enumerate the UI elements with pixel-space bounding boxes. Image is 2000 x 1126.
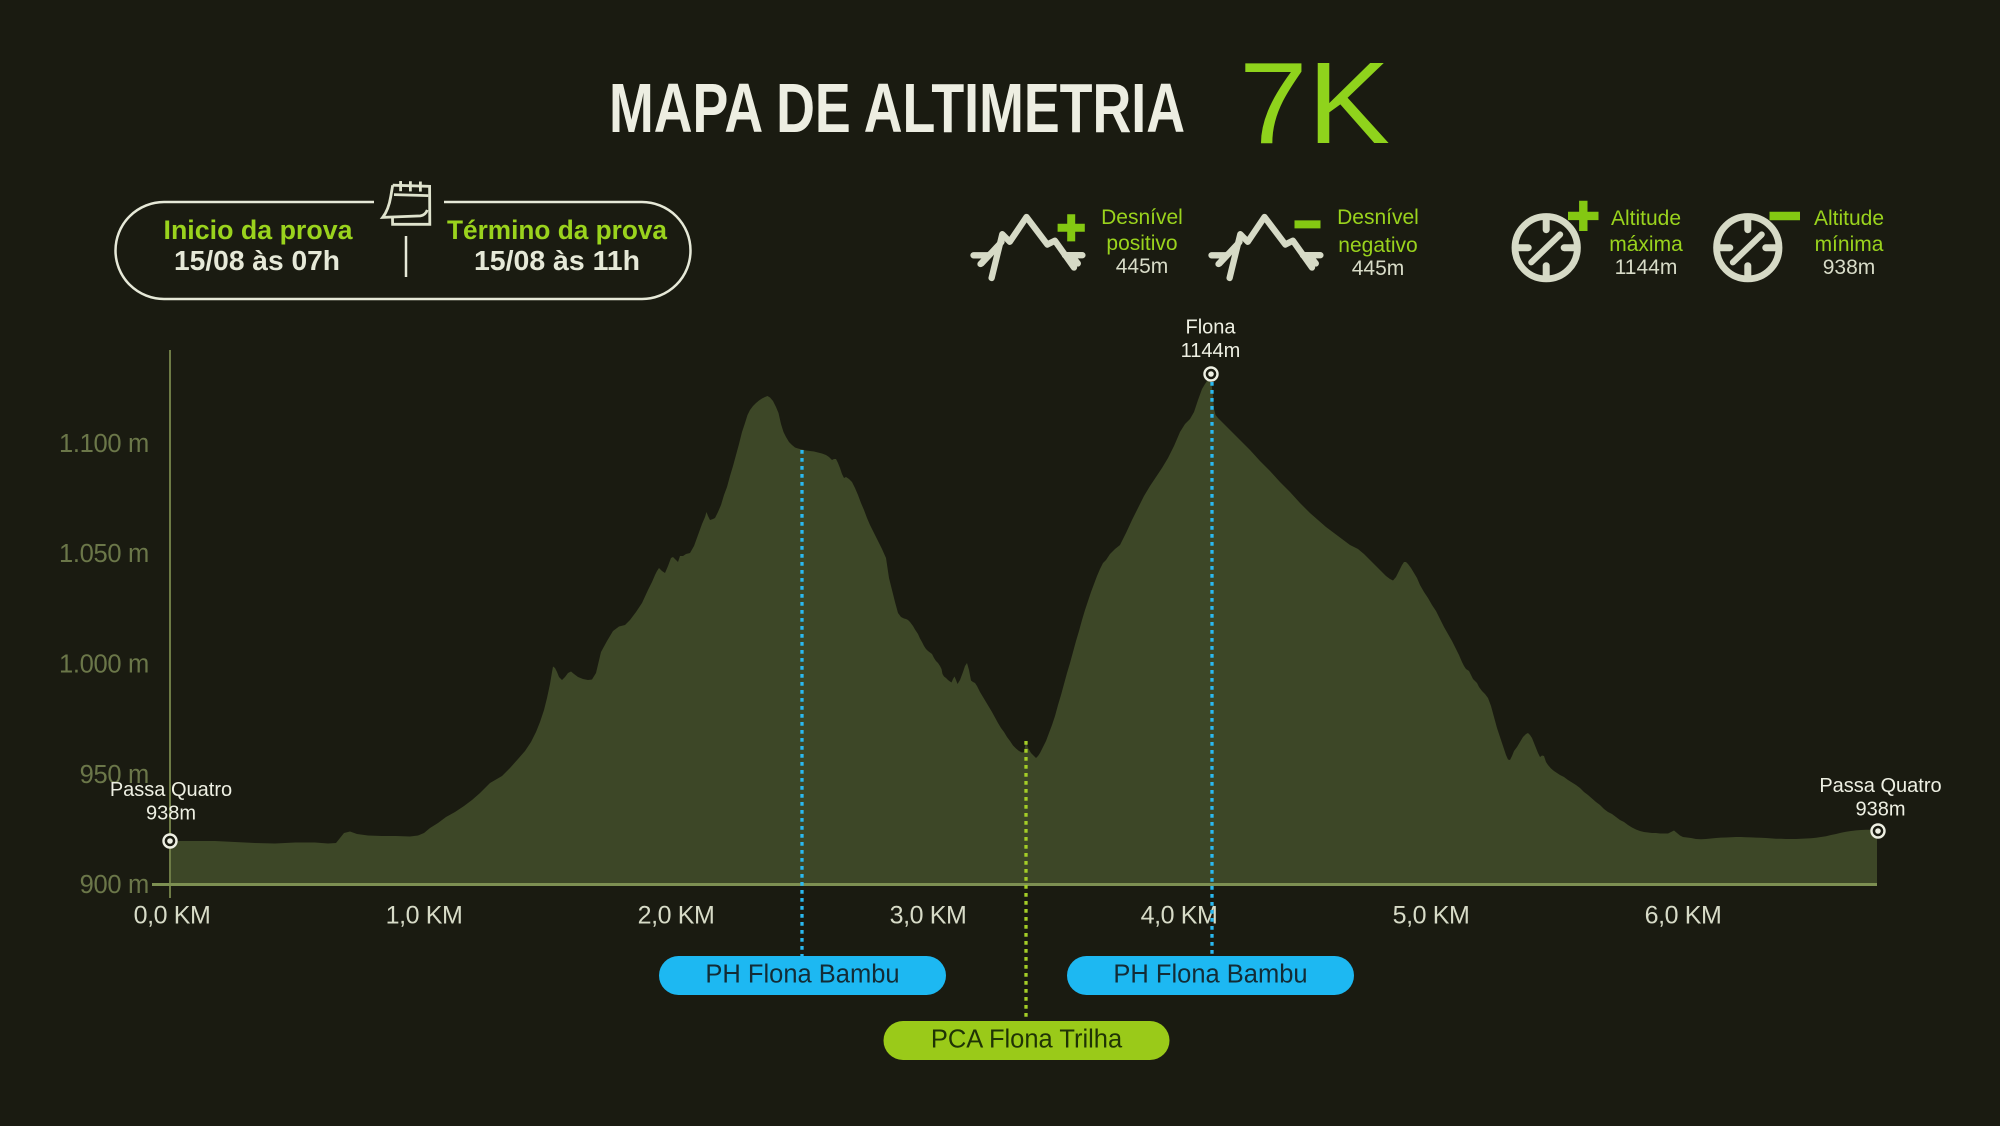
svg-text:Altitude: Altitude <box>1814 207 1884 230</box>
svg-text:6,0 KM: 6,0 KM <box>1645 902 1722 930</box>
svg-text:Passa Quatro: Passa Quatro <box>1819 775 1941 797</box>
svg-text:positivo: positivo <box>1106 232 1177 255</box>
svg-text:938m: 938m <box>146 803 196 825</box>
svg-text:Desnível: Desnível <box>1337 206 1419 229</box>
svg-text:445m: 445m <box>1352 257 1405 280</box>
svg-text:15/08 às 07h: 15/08 às 07h <box>174 245 340 276</box>
svg-text:Altitude: Altitude <box>1611 207 1681 230</box>
svg-text:7K: 7K <box>1239 38 1390 168</box>
svg-text:máxima: máxima <box>1609 233 1683 256</box>
svg-text:PH Flona Bambu: PH Flona Bambu <box>705 961 899 989</box>
svg-text:0,0 KM: 0,0 KM <box>134 902 211 930</box>
svg-text:2,0 KM: 2,0 KM <box>638 902 715 930</box>
svg-text:mínima: mínima <box>1815 233 1884 256</box>
svg-text:Flona: Flona <box>1185 317 1236 339</box>
svg-text:938m: 938m <box>1855 799 1905 821</box>
svg-text:PCA Flona Trilha: PCA Flona Trilha <box>931 1026 1123 1054</box>
svg-text:MAPA DE ALTIMETRIA: MAPA DE ALTIMETRIA <box>609 69 1185 147</box>
svg-text:Término da prova: Término da prova <box>447 215 668 245</box>
svg-text:1.100 m: 1.100 m <box>59 430 149 458</box>
svg-text:3,0 KM: 3,0 KM <box>890 902 967 930</box>
svg-text:PH Flona Bambu: PH Flona Bambu <box>1113 961 1307 989</box>
svg-text:938m: 938m <box>1823 256 1876 279</box>
svg-text:1,0 KM: 1,0 KM <box>386 902 463 930</box>
svg-text:1.000 m: 1.000 m <box>59 651 149 679</box>
svg-text:950 m: 950 m <box>80 761 149 789</box>
svg-text:Desnível: Desnível <box>1101 206 1183 229</box>
svg-text:445m: 445m <box>1116 255 1169 278</box>
svg-text:Inicio da prova: Inicio da prova <box>164 215 354 245</box>
svg-text:1144m: 1144m <box>1181 340 1241 362</box>
svg-text:1144m: 1144m <box>1615 256 1678 279</box>
svg-text:negativo: negativo <box>1338 234 1417 257</box>
svg-text:15/08 às 11h: 15/08 às 11h <box>474 245 640 276</box>
svg-text:1.050 m: 1.050 m <box>59 540 149 568</box>
svg-text:4,0 KM: 4,0 KM <box>1141 902 1218 930</box>
svg-text:900 m: 900 m <box>80 871 149 899</box>
svg-text:Passa Quatro: Passa Quatro <box>110 779 232 801</box>
svg-text:5,0 KM: 5,0 KM <box>1393 902 1470 930</box>
